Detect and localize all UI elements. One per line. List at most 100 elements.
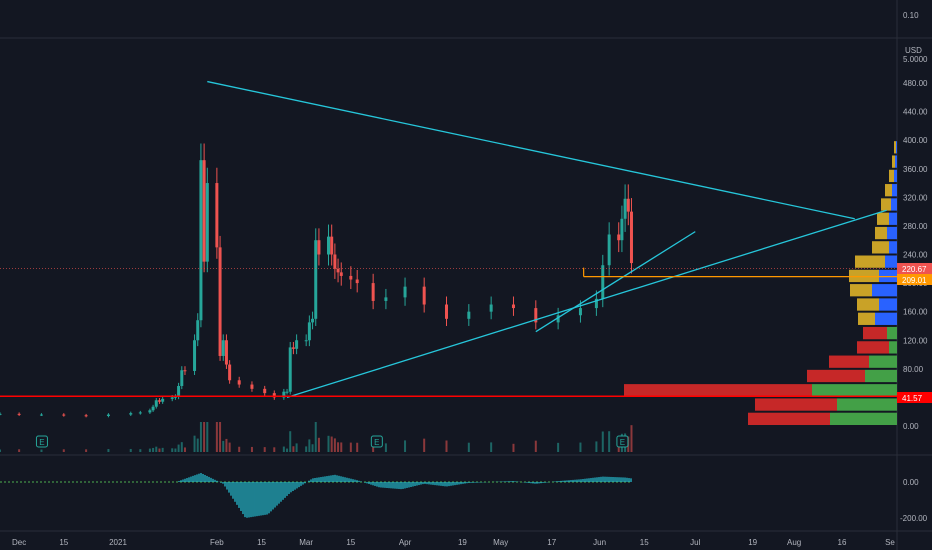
candle-body	[626, 198, 630, 212]
earnings-marker[interactable]: E	[616, 435, 629, 448]
price-tick: 320.00	[903, 193, 928, 202]
vp-row-right	[896, 141, 897, 154]
volume-bar	[467, 442, 470, 452]
osc-tick-0: 0.00	[903, 478, 919, 487]
volume-bar	[601, 431, 604, 452]
candle-body	[620, 218, 624, 241]
drawings[interactable]	[0, 80, 897, 399]
vp-row-right	[865, 369, 897, 383]
candle-body	[272, 393, 276, 398]
vp-row-right	[892, 184, 897, 197]
vp-row-right	[879, 269, 897, 283]
volume-bar	[337, 442, 340, 452]
vp-row-left	[855, 255, 885, 268]
vp-row-left	[877, 212, 889, 225]
volume-bar	[534, 440, 537, 452]
candle-body	[173, 396, 177, 398]
candle-body	[333, 254, 337, 269]
candle-body	[129, 413, 133, 415]
vp-row-left	[881, 198, 891, 211]
candle-body	[607, 234, 611, 266]
volume-bar	[263, 447, 266, 452]
volume-bar	[139, 449, 142, 452]
candle-body	[148, 410, 152, 413]
vp-row-right	[837, 398, 897, 411]
candle-body	[263, 388, 267, 394]
last-price-text: 220.67	[902, 265, 927, 274]
vp-row-left	[863, 326, 887, 340]
candle-body	[336, 268, 340, 273]
earnings-marker[interactable]: E	[35, 435, 48, 448]
volume-bar	[206, 422, 209, 452]
earnings-box	[35, 435, 48, 448]
red-level-box	[897, 392, 932, 403]
candle-body	[193, 340, 197, 371]
volume-bar	[384, 443, 387, 452]
vp-row-right	[895, 155, 897, 168]
candle-body	[339, 272, 343, 276]
candle-body	[349, 275, 353, 280]
volume-bar	[314, 422, 317, 452]
time-tick: Dec	[12, 538, 26, 547]
volume-bar	[199, 422, 202, 452]
vp-row-right	[889, 241, 897, 254]
price-tick: 240.00	[903, 251, 928, 260]
volume-bar	[174, 448, 177, 452]
volume-bar	[222, 440, 225, 452]
time-tick: 2021	[109, 538, 127, 547]
osc-tick-1: -200.00	[900, 514, 928, 523]
volume-bar	[219, 422, 222, 452]
candle-body	[355, 279, 359, 284]
candle-body	[151, 406, 155, 411]
volume-bar	[107, 449, 110, 452]
vp-row-right	[869, 355, 897, 368]
vp-row-right	[889, 212, 897, 225]
volume-bar	[250, 446, 253, 452]
trendline-upper[interactable]	[207, 80, 855, 220]
volume-bar	[404, 440, 407, 452]
candle-body	[295, 340, 299, 349]
time-tick: 16	[838, 538, 847, 547]
time-tick: Mar	[299, 538, 313, 547]
volume-bar	[579, 442, 582, 452]
candle-body	[578, 308, 582, 316]
price-tick: 160.00	[903, 308, 928, 317]
candle-body	[489, 304, 493, 312]
time-tick: 19	[748, 538, 757, 547]
vp-row-right	[872, 284, 897, 297]
candle-body	[445, 304, 448, 319]
candle-body	[422, 286, 426, 305]
volume-bar	[445, 440, 448, 452]
candle-body	[282, 391, 286, 398]
volume-bar	[490, 442, 493, 452]
time-tick: May	[493, 538, 508, 547]
price-tick: 0.00	[903, 422, 919, 431]
volume-bar	[203, 422, 206, 452]
candle-body	[170, 397, 174, 399]
trendline-short[interactable]	[535, 231, 696, 333]
volume-bar	[215, 422, 218, 452]
volume-bar	[512, 443, 515, 452]
volume-bar	[289, 431, 292, 452]
time-tick: 15	[59, 538, 68, 547]
vp-row-left	[829, 355, 869, 368]
vp-row-left	[889, 169, 894, 183]
volume-bar	[630, 425, 633, 452]
last-price-box	[897, 263, 932, 274]
time-axis[interactable]: Dec 15 2021 Feb 15 Mar 15 Apr 19 May 17 Jun 15 Jul 19 A…	[12, 538, 895, 547]
earnings-marker[interactable]: E	[370, 435, 383, 448]
candle-body	[534, 308, 538, 323]
candle-body	[199, 160, 203, 321]
candle-body	[196, 320, 200, 341]
candle-body	[623, 198, 627, 219]
candle-body	[215, 183, 219, 248]
vp-row-left	[885, 184, 892, 197]
candle-body	[205, 183, 209, 262]
candle-body	[330, 236, 334, 255]
candle-body	[17, 413, 21, 415]
trendline-lower[interactable]	[286, 209, 887, 399]
candle-body	[617, 234, 621, 241]
vp-row-right	[894, 169, 897, 183]
